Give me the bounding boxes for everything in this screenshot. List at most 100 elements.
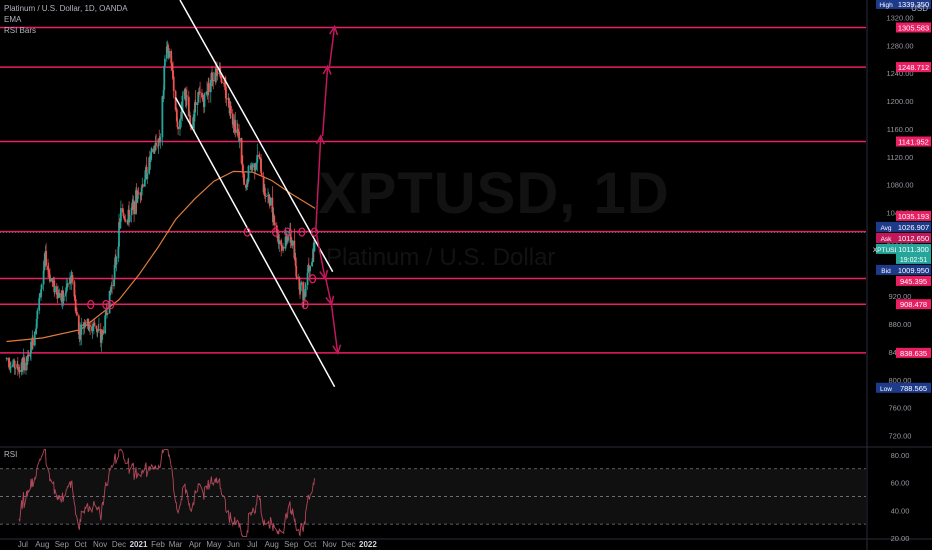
- channel-lower-line[interactable]: [174, 97, 336, 388]
- candle-body: [253, 163, 256, 171]
- candle-body: [206, 91, 209, 96]
- price-tag-box[interactable]: [896, 0, 931, 9]
- indicator-rsi-bars-label[interactable]: RSI Bars: [4, 26, 37, 35]
- projection-arrow[interactable]: [315, 233, 326, 279]
- candle-body: [254, 169, 257, 171]
- price-tag-box[interactable]: [896, 264, 931, 275]
- candle-body: [48, 271, 51, 275]
- price-tag-box[interactable]: [896, 299, 931, 310]
- candle-body: [80, 324, 83, 335]
- touch-marker-circle[interactable]: [87, 299, 95, 310]
- candle-body: [12, 364, 15, 365]
- touch-marker-circle[interactable]: [271, 227, 280, 237]
- price-tag-box[interactable]: [896, 243, 931, 264]
- ema-line[interactable]: [6, 170, 316, 343]
- candle-body: [294, 257, 297, 266]
- candle-body: [180, 111, 183, 119]
- price-tag-box[interactable]: [896, 210, 931, 221]
- candle-body: [209, 79, 212, 93]
- x-tick-label: Jul: [18, 540, 28, 549]
- candle-body: [311, 262, 313, 266]
- projection-arrowhead: [319, 269, 329, 281]
- candle-body: [201, 97, 204, 99]
- price-tag-box[interactable]: [896, 22, 931, 33]
- candle-body: [214, 72, 217, 82]
- candle-body: [131, 202, 134, 209]
- candle-body: [82, 324, 85, 327]
- touch-marker-circle[interactable]: [107, 299, 115, 310]
- y-tick-label: 720.00: [889, 432, 912, 441]
- candle-body: [245, 184, 247, 188]
- candle-body: [273, 215, 276, 223]
- y-tick-label: 1280.00: [886, 41, 913, 50]
- candle-body: [234, 120, 237, 133]
- x-tick-label: Dec: [341, 540, 355, 549]
- touch-marker-circle[interactable]: [298, 227, 306, 237]
- candle-body: [287, 234, 289, 241]
- candle-body: [87, 318, 90, 329]
- touch-marker-circle[interactable]: [310, 227, 319, 237]
- candle-body: [263, 187, 266, 196]
- candle-body: [26, 354, 29, 362]
- indicator-ema-label[interactable]: EMA: [4, 15, 22, 24]
- candle-body: [70, 275, 73, 284]
- candle-body: [262, 176, 265, 193]
- price-tag-value: 838.635: [900, 349, 927, 358]
- watermark-name: Platinum / U.S. Dollar: [326, 244, 556, 271]
- candle-body: [197, 92, 200, 103]
- candle-body: [224, 85, 227, 87]
- touch-marker-circle[interactable]: [243, 227, 251, 237]
- projection-arrowhead: [322, 64, 332, 75]
- candle-body: [236, 129, 239, 133]
- candle-body: [304, 285, 307, 297]
- candle-body: [158, 139, 161, 141]
- candle-body: [23, 357, 26, 371]
- projection-arrow[interactable]: [328, 26, 336, 67]
- candle-body: [311, 258, 314, 263]
- price-tag-label-box: [876, 0, 896, 9]
- projection-arrow[interactable]: [330, 304, 339, 354]
- x-tick-label: 2021: [130, 540, 148, 549]
- candle-body: [43, 259, 46, 261]
- price-tag-box[interactable]: [896, 347, 931, 358]
- y-tick-label: 760.00: [889, 404, 912, 413]
- candle-body: [193, 112, 196, 122]
- candle-body: [123, 218, 126, 220]
- x-tick-label: Oct: [74, 540, 87, 549]
- candle-body: [221, 82, 223, 83]
- price-tag-value: 1339.350: [898, 0, 929, 9]
- candle-body: [67, 283, 70, 285]
- candle-body: [149, 155, 152, 162]
- price-tag-box[interactable]: [896, 136, 931, 147]
- projection-arrow[interactable]: [325, 278, 333, 305]
- candle-body: [189, 115, 191, 125]
- rsi-pane-label[interactable]: RSI: [4, 450, 18, 459]
- touch-marker-circle[interactable]: [102, 299, 110, 310]
- candle-body: [144, 170, 147, 180]
- candle-body: [192, 117, 195, 128]
- candle-body: [306, 272, 309, 286]
- candle-body: [212, 79, 215, 82]
- price-tag-box[interactable]: [896, 382, 931, 393]
- candle-body: [98, 329, 100, 331]
- candle-body: [124, 219, 127, 222]
- symbol-title[interactable]: Platinum / U.S. Dollar, 1D, OANDA: [4, 4, 128, 13]
- candle-body: [135, 190, 138, 203]
- candle-body: [8, 360, 10, 363]
- touch-marker-circle[interactable]: [308, 274, 317, 284]
- projection-arrow[interactable]: [321, 66, 329, 136]
- price-tag-box[interactable]: [896, 232, 931, 243]
- candle-body: [240, 138, 243, 164]
- rsi-line[interactable]: [18, 448, 315, 538]
- price-tag-label-box: [876, 264, 896, 275]
- candle-body: [87, 328, 90, 330]
- price-tag-box[interactable]: [896, 275, 931, 286]
- touch-marker-circle[interactable]: [283, 227, 292, 237]
- projection-arrow[interactable]: [314, 135, 322, 233]
- touch-marker-circle[interactable]: [301, 299, 309, 310]
- candle-body: [65, 287, 68, 294]
- channel-upper-line[interactable]: [179, 0, 334, 273]
- price-tag-box[interactable]: [896, 221, 931, 232]
- price-tag-box[interactable]: [896, 62, 931, 73]
